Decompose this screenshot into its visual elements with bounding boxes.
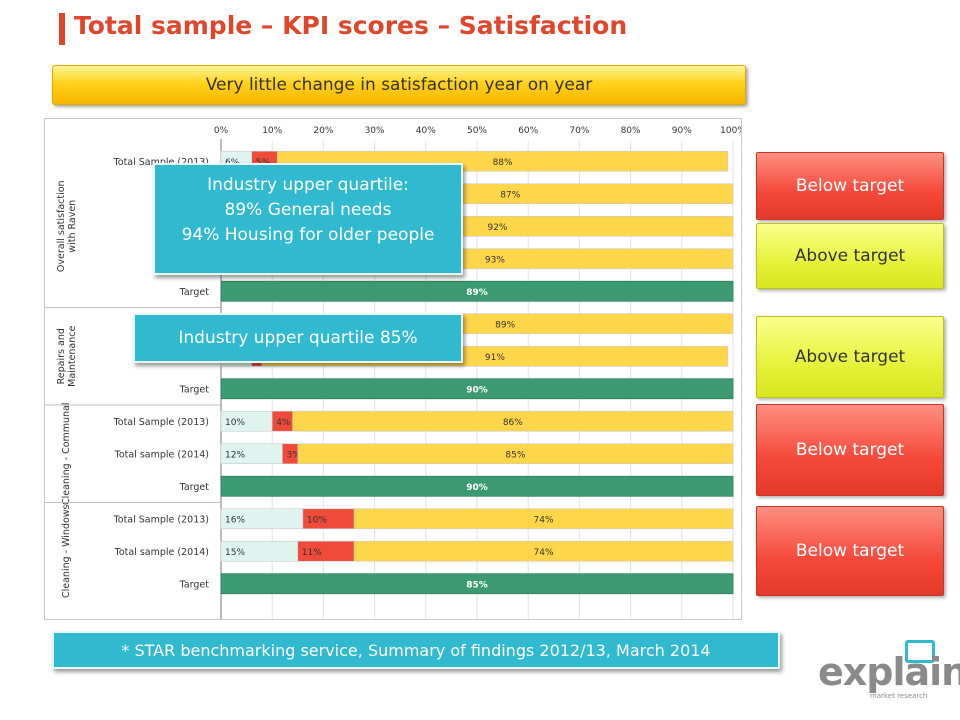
explain-logo: explain market research xyxy=(818,640,960,700)
row-label: Target xyxy=(179,482,210,493)
target-bar-label: 90% xyxy=(466,385,488,395)
callout-line-1: Industry upper quartile: xyxy=(207,175,409,195)
bar-label-sat: 88% xyxy=(493,158,513,168)
x-tick-label: 60% xyxy=(518,126,538,136)
callout-industry-quartile-overall: Industry upper quartile: 89% General nee… xyxy=(153,163,463,275)
callout-line-2: 89% General needs xyxy=(224,200,392,220)
bar-label-sat: 86% xyxy=(503,418,523,428)
x-tick-label: 100% xyxy=(720,126,741,136)
bar-label-sat: 91% xyxy=(485,353,505,363)
bar-label-dis: 10% xyxy=(225,418,245,428)
target-bar-label: 85% xyxy=(466,580,488,590)
target-bar-label: 89% xyxy=(466,288,488,298)
status-label: Above target xyxy=(794,347,906,367)
bar-label-sat: 74% xyxy=(534,515,554,525)
bar-label-sat: 74% xyxy=(534,548,554,558)
bar-sat xyxy=(353,540,734,562)
bar-label-neu: 11% xyxy=(302,548,322,558)
x-tick-label: 50% xyxy=(467,126,487,136)
row-label: Total sample (2014) xyxy=(114,449,209,460)
status-label: Below target xyxy=(795,176,905,196)
x-tick-label: 80% xyxy=(621,126,641,136)
bar-label-dis: 12% xyxy=(225,450,245,460)
bar-label-neu: 5% xyxy=(256,158,271,168)
x-tick-label: 90% xyxy=(672,126,692,136)
row-label: Total Sample (2013) xyxy=(113,417,209,428)
bar-label-neu: 4% xyxy=(276,418,291,428)
row-label: Target xyxy=(179,287,210,298)
status-box-overall: Below target xyxy=(756,152,944,220)
footnote-source: * STAR benchmarking service, Summary of … xyxy=(52,631,780,669)
logo-wordmark: explain xyxy=(818,650,960,694)
x-tick-label: 70% xyxy=(569,126,589,136)
logo-tagline: market research xyxy=(870,692,928,700)
group-label: Cleaning - Communal xyxy=(61,402,72,505)
bar-label-sat: 89% xyxy=(495,320,515,330)
bar-label-sat: 93% xyxy=(485,255,505,265)
bar-label-sat: 87% xyxy=(500,190,520,200)
callout-line-3: 94% Housing for older people xyxy=(181,225,435,245)
row-label: Total sample (2014) xyxy=(114,547,209,558)
speech-bubble-icon xyxy=(905,640,935,663)
status-label: Below target xyxy=(795,440,905,460)
row-label: Target xyxy=(179,579,210,590)
target-bar-label: 90% xyxy=(466,483,488,493)
footnote-text: * STAR benchmarking service, Summary of … xyxy=(121,640,711,660)
row-label: Target xyxy=(179,384,210,395)
target-bar xyxy=(220,475,734,497)
bar-sat xyxy=(292,410,734,432)
group-label: Cleaning - Windows xyxy=(61,504,72,598)
title-accent-bar xyxy=(59,13,65,45)
callout-repairs-text: Industry upper quartile 85% xyxy=(178,328,418,348)
bar-label-sat: 85% xyxy=(505,450,525,460)
summary-banner: Very little change in satisfaction year … xyxy=(52,65,746,105)
x-tick-label: 0% xyxy=(214,126,229,136)
bar-label-neu: 10% xyxy=(307,515,327,525)
bar-sat xyxy=(297,443,734,465)
x-tick-label: 40% xyxy=(416,126,436,136)
row-label: Total Sample (2013) xyxy=(113,157,209,168)
group-label: Repairs andMaintenance xyxy=(56,326,78,387)
page-title: Total sample – KPI scores – Satisfaction xyxy=(74,11,628,40)
bar-label-dis: 15% xyxy=(225,548,245,558)
x-tick-label: 30% xyxy=(365,126,385,136)
status-box-repairs: Above target xyxy=(756,316,944,398)
status-box-overall-older: Above target xyxy=(756,223,944,289)
status-label: Below target xyxy=(795,541,905,561)
bar-label-neu: 3% xyxy=(286,450,301,460)
group-label: Overall satisfactionwith Raven xyxy=(56,180,78,272)
callout-industry-quartile-repairs: Industry upper quartile 85% xyxy=(133,313,463,363)
x-tick-label: 20% xyxy=(313,126,333,136)
x-tick-label: 10% xyxy=(262,126,282,136)
bar-label-dis: 16% xyxy=(225,515,245,525)
target-bar xyxy=(220,280,734,302)
bar-label-dis: 6% xyxy=(225,158,240,168)
bar-sat xyxy=(353,508,734,530)
bar-label-sat: 92% xyxy=(487,223,507,233)
status-box-windows: Below target xyxy=(756,506,944,596)
status-label: Above target xyxy=(794,246,906,266)
target-bar xyxy=(220,378,734,400)
target-bar xyxy=(220,573,734,595)
summary-banner-text: Very little change in satisfaction year … xyxy=(205,75,593,95)
status-box-communal: Below target xyxy=(756,404,944,496)
row-label: Total Sample (2013) xyxy=(113,514,209,525)
